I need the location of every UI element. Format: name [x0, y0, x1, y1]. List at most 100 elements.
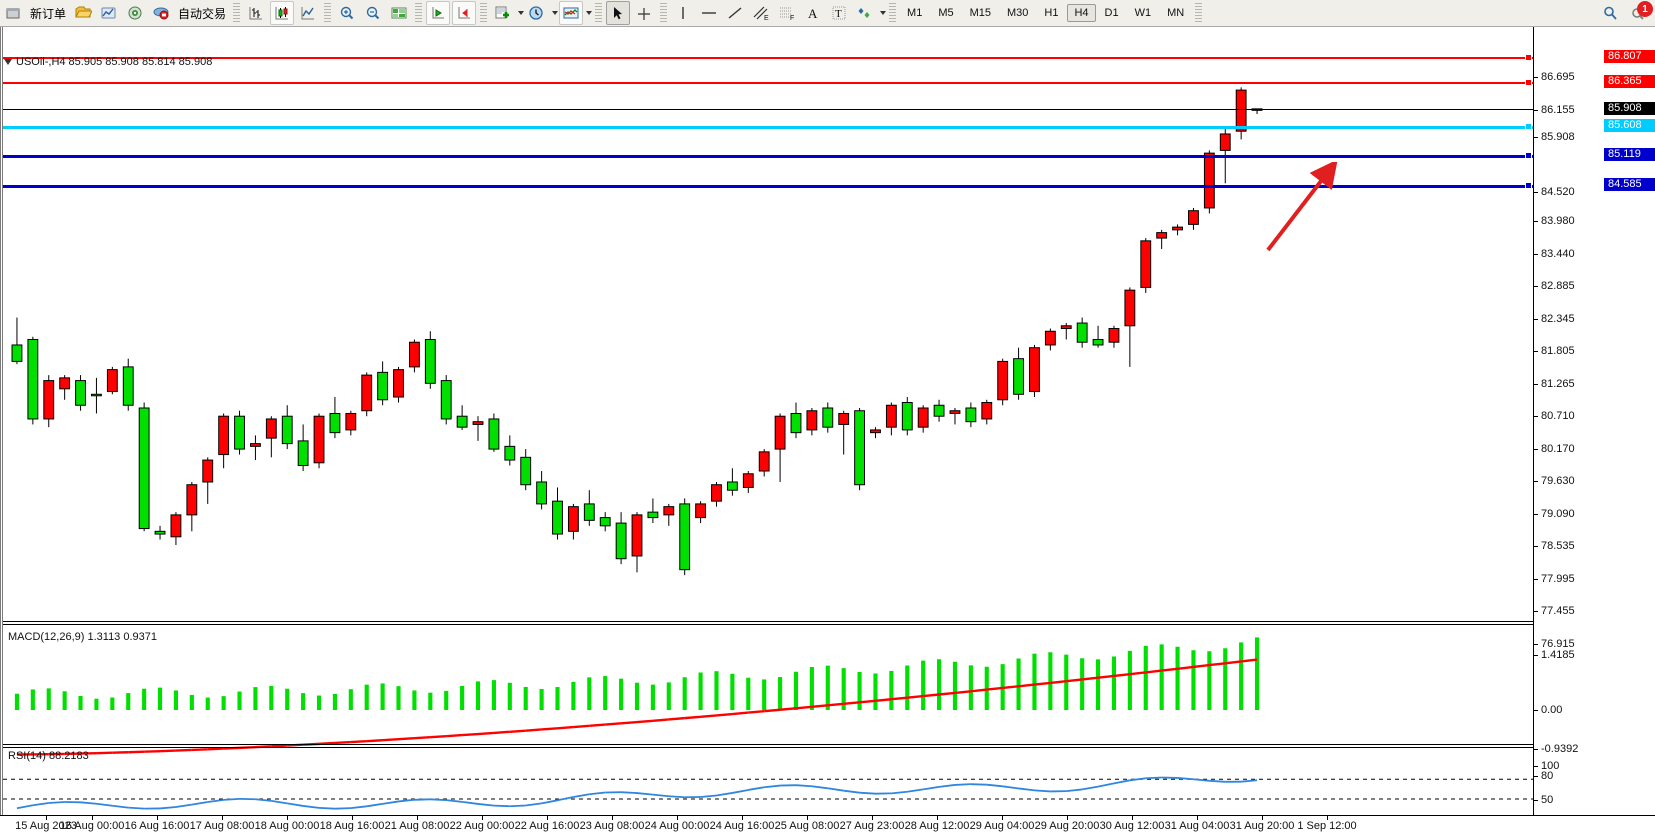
open-folder-icon[interactable]: [71, 1, 95, 25]
chevron-down-icon[interactable]: [518, 11, 524, 15]
level-line-entry-level[interactable]: [3, 126, 1533, 129]
zoom-in-icon[interactable]: [335, 1, 359, 25]
timeframe-h4[interactable]: H4: [1067, 4, 1095, 22]
candle: [648, 498, 658, 523]
chart-plot-area[interactable]: MACD(12,26,9) 1.3113 0.9371 RSI(14) 88.2…: [0, 27, 1533, 815]
scale-tickmark: [1534, 644, 1538, 645]
candle: [584, 490, 594, 526]
price-tick-label: 83.440: [1541, 248, 1575, 260]
timeframe-m30[interactable]: M30: [1000, 4, 1035, 22]
text-label-icon[interactable]: T: [827, 1, 851, 25]
macd-signal-line: [1225, 661, 1241, 663]
hline-icon[interactable]: [697, 1, 721, 25]
alerts-icon[interactable]: 1: [1624, 1, 1654, 25]
crosshair-icon[interactable]: [632, 1, 656, 25]
macd-signal-line: [478, 733, 494, 734]
level-handle-entry-level[interactable]: [1525, 123, 1532, 130]
new-order-button[interactable]: [1, 1, 25, 25]
period-icon[interactable]: [525, 1, 549, 25]
candle: [489, 413, 499, 451]
time-label: 31 Aug 04:00: [1165, 820, 1230, 832]
equidistant-channel-icon[interactable]: E: [749, 1, 773, 25]
time-label: 29 Aug 04:00: [970, 820, 1035, 832]
scale-tickmark: [1534, 192, 1538, 193]
macd-pane-separator: [3, 621, 1536, 622]
grid-icon[interactable]: [387, 1, 411, 25]
indicator-list-icon[interactable]: [559, 1, 583, 25]
autotrading-icon[interactable]: [149, 1, 173, 25]
timeframe-mn[interactable]: MN: [1160, 4, 1191, 22]
macd-signal-line: [573, 726, 589, 727]
candle: [537, 471, 547, 509]
chevron-down-icon[interactable]: [586, 11, 592, 15]
vline-icon[interactable]: [671, 1, 695, 25]
level-line-support-1[interactable]: [3, 155, 1533, 158]
level-handle-resistance-1[interactable]: [1525, 79, 1532, 86]
timeframe-m1[interactable]: M1: [900, 4, 929, 22]
line-chart-icon[interactable]: [296, 1, 320, 25]
price-badge-entry-level[interactable]: 85.608: [1604, 119, 1655, 132]
time-label: 18 Aug 00:00: [255, 820, 320, 832]
text-icon[interactable]: A: [801, 1, 825, 25]
toolbar-separator: [480, 3, 487, 23]
level-handle-support-2[interactable]: [1525, 182, 1532, 189]
rsi-line: [891, 792, 907, 794]
macd-label: MACD(12,26,9) 1.3113 0.9371: [8, 631, 157, 643]
rsi-line: [939, 785, 955, 787]
price-tick-label: 85.908: [1541, 131, 1575, 143]
search-icon[interactable]: [1598, 1, 1622, 25]
indicators-icon[interactable]: [97, 1, 121, 25]
level-handle-support-1[interactable]: [1525, 152, 1532, 159]
shapes-icon[interactable]: [853, 1, 877, 25]
notification-badge[interactable]: 1: [1637, 1, 1653, 17]
timeframe-w1[interactable]: W1: [1128, 4, 1159, 22]
shift-start-icon[interactable]: [426, 1, 450, 25]
chevron-down-icon[interactable]: [552, 11, 558, 15]
timeframe-d1[interactable]: D1: [1098, 4, 1126, 22]
candle: [1030, 345, 1040, 397]
candle: [1014, 348, 1024, 400]
shift-end-icon[interactable]: [452, 1, 476, 25]
candlestick-chart-icon[interactable]: [270, 1, 294, 25]
bar-chart-icon[interactable]: [244, 1, 268, 25]
candle: [362, 372, 372, 416]
time-label: 25 Aug 08:00: [775, 820, 840, 832]
level-line-resistance-1[interactable]: [3, 82, 1533, 84]
fibonacci-icon[interactable]: F: [775, 1, 799, 25]
level-line-resistance-2[interactable]: [3, 57, 1533, 59]
timeframe-m5[interactable]: M5: [931, 4, 960, 22]
scale-tickmark: [1534, 319, 1538, 320]
candle: [473, 416, 483, 441]
rsi-line: [621, 792, 637, 793]
rsi-line: [987, 785, 1003, 787]
price-badge-support-2[interactable]: 84.585: [1604, 178, 1655, 191]
timeframe-m15[interactable]: M15: [963, 4, 998, 22]
trendline-icon[interactable]: [723, 1, 747, 25]
rsi-line: [573, 794, 589, 797]
zoom-out-icon[interactable]: [361, 1, 385, 25]
collapse-triangle-icon[interactable]: [4, 59, 12, 65]
rsi-line: [1082, 787, 1098, 790]
macd-signal-line: [701, 715, 717, 716]
rsi-line: [1114, 780, 1130, 783]
cursor-icon[interactable]: [606, 1, 630, 25]
price-badge-current-price[interactable]: 85.908: [1604, 102, 1655, 115]
chevron-down-icon[interactable]: [880, 11, 886, 15]
price-badge-support-1[interactable]: 85.119: [1604, 148, 1655, 161]
level-handle-resistance-2[interactable]: [1525, 54, 1532, 61]
auto-trading-label[interactable]: 自动交易: [174, 5, 230, 22]
template-icon[interactable]: [491, 1, 515, 25]
new-order-label[interactable]: 新订单: [26, 5, 70, 22]
level-line-current-price[interactable]: [3, 109, 1533, 110]
macd-signal-line: [446, 735, 462, 736]
timeframe-h1[interactable]: H1: [1037, 4, 1065, 22]
main-toolbar: 新订单 自动交易: [0, 0, 1655, 27]
price-badge-resistance-2[interactable]: 86.807: [1604, 50, 1655, 63]
bullish-arrow[interactable]: [1258, 162, 1343, 257]
price-badge-resistance-1[interactable]: 86.365: [1604, 75, 1655, 88]
price-tick-label: 79.630: [1541, 475, 1575, 487]
candle: [1077, 318, 1087, 348]
signals-icon[interactable]: [123, 1, 147, 25]
